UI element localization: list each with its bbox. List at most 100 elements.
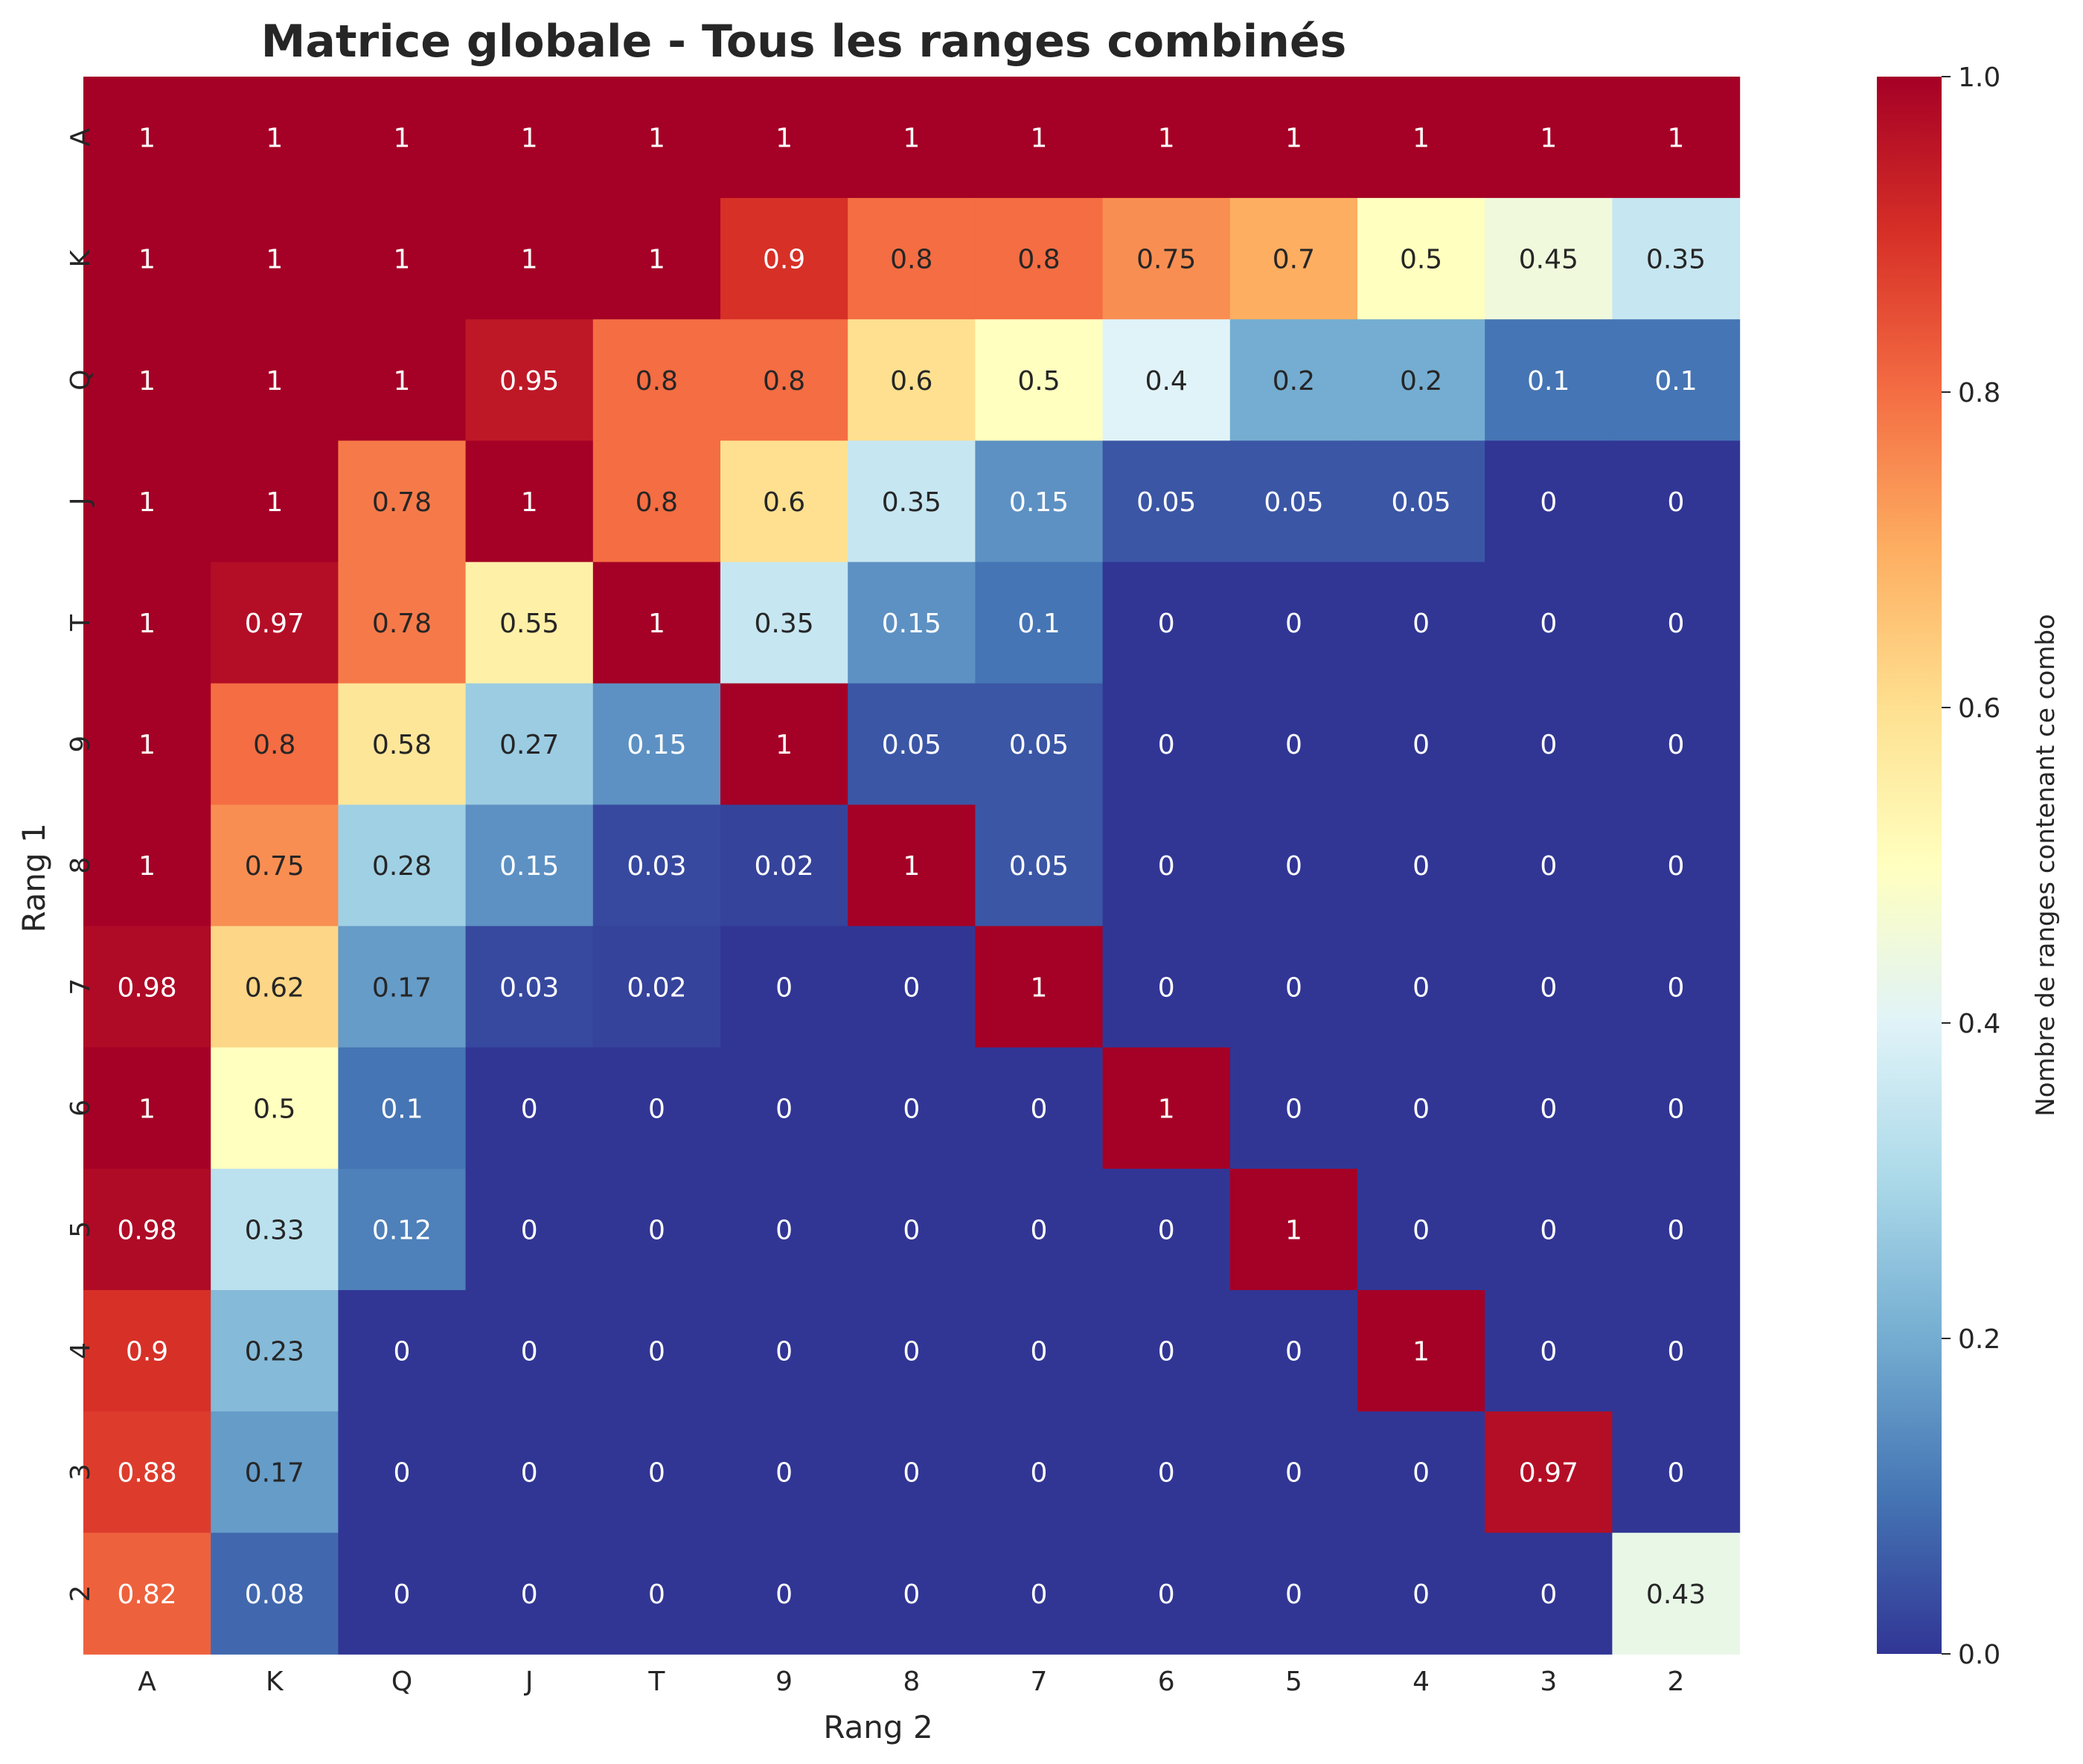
heatmap-cell (211, 319, 339, 441)
cell-value-label: 0 (648, 1337, 665, 1367)
cell-value-label: 1 (1668, 124, 1685, 154)
cell-value-label: 0.35 (755, 609, 814, 639)
heatmap-cell (592, 440, 721, 562)
heatmap-cell (1485, 1168, 1613, 1291)
colorbar-gradient (1877, 77, 1942, 1654)
cell-value-label: 0.15 (1009, 487, 1069, 518)
cell-value-label: 0.05 (1009, 851, 1069, 882)
cell-value-label: 1 (394, 245, 411, 275)
heatmap-cell (1102, 1533, 1231, 1655)
cell-value-label: 0.8 (763, 366, 805, 397)
cell-value-label: 1 (648, 245, 665, 275)
cell-value-label: 1 (648, 124, 665, 154)
cell-value-label: 0 (1158, 1337, 1175, 1367)
cell-value-label: 0 (1412, 609, 1430, 639)
cell-value-label: 0 (903, 1579, 920, 1610)
cell-value-label: 1 (138, 730, 156, 760)
cell-value-label: 0.88 (118, 1458, 177, 1489)
cell-value-label: 0.7 (1273, 245, 1315, 275)
colorbar-ticks: 0.0 0.2 0.4 0.6 0.8 1.0 (1942, 62, 2000, 1670)
heatmap-cell (1612, 926, 1741, 1048)
heatmap-cell (720, 926, 848, 1048)
cell-value-label: 1 (394, 124, 411, 154)
cell-value-label: 0 (775, 1458, 793, 1489)
cell-value-label: 0 (775, 1215, 793, 1245)
colorbar-label: Nombre de ranges contenant ce combo (2031, 614, 2061, 1116)
heatmap-cell (465, 683, 594, 806)
heatmap-cell (1357, 1168, 1485, 1291)
x-tick-label: 3 (1540, 1667, 1557, 1697)
cell-value-label: 1 (138, 124, 156, 154)
cell-value-label: 0 (1285, 851, 1302, 882)
heatmap-cell (975, 1168, 1104, 1291)
heatmap-cell (720, 77, 848, 199)
heatmap-cell (211, 1411, 339, 1533)
heatmap-cell (338, 77, 467, 199)
cell-value-label: 0 (903, 1215, 920, 1245)
heatmap-cell (211, 1290, 339, 1412)
cell-value-label: 1 (138, 487, 156, 518)
heatmap-cell (465, 1290, 594, 1412)
cell-value-label: 0 (1540, 609, 1557, 639)
heatmap-cell (211, 1047, 339, 1170)
heatmap-cell (83, 1533, 211, 1655)
heatmap-cell (83, 1168, 211, 1291)
cell-value-label: 1 (1412, 124, 1430, 154)
heatmap-cell (465, 1168, 594, 1291)
heatmap-cell (1102, 683, 1231, 806)
heatmap-cell (720, 1290, 848, 1412)
heatmap-cell (211, 198, 339, 320)
cell-value-label: 0.03 (499, 972, 559, 1003)
cell-value-label: 0 (1412, 851, 1430, 882)
cell-value-label: 0 (1158, 1215, 1175, 1245)
heatmap-cell (1102, 926, 1231, 1048)
cell-value-label: 0 (1412, 730, 1430, 760)
heatmap-cell (720, 198, 848, 320)
cell-value-label: 0.27 (499, 730, 559, 760)
heatmap-cell (1612, 198, 1741, 320)
cell-value-label: 1 (648, 609, 665, 639)
cell-value-label: 1 (521, 487, 538, 518)
x-tick-label: Q (391, 1667, 412, 1697)
heatmap-cell (592, 562, 721, 684)
heatmap-cell (592, 198, 721, 320)
heatmap-cell (1229, 1411, 1358, 1533)
cell-value-label: 1 (1158, 124, 1175, 154)
heatmap-cell (1612, 1290, 1741, 1412)
heatmap-cell (465, 926, 594, 1048)
cell-value-label: 0.98 (118, 972, 177, 1003)
heatmap-cell (1102, 1168, 1231, 1291)
cell-value-label: 0 (903, 972, 920, 1003)
heatmap-cell (848, 319, 976, 441)
heatmap-cell (975, 562, 1104, 684)
cell-value-label: 0.1 (1017, 609, 1060, 639)
heatmap-cell (1485, 440, 1613, 562)
heatmap-cell (83, 562, 211, 684)
cell-value-label: 0.9 (763, 245, 805, 275)
heatmap-cell (1485, 1411, 1613, 1533)
heatmap-cell (592, 77, 721, 199)
heatmap-cell (975, 1533, 1104, 1655)
heatmap-cell (83, 440, 211, 562)
cell-value-label: 0 (1668, 1215, 1685, 1245)
cell-value-label: 0.05 (1136, 487, 1196, 518)
cell-value-label: 1 (1285, 1215, 1302, 1245)
heatmap-cell (975, 1047, 1104, 1170)
cell-value-label: 0 (1412, 1579, 1430, 1610)
heatmap-cell (211, 440, 339, 562)
heatmap-cell (83, 804, 211, 927)
heatmap-cell (975, 1290, 1104, 1412)
cell-value-label: 1 (138, 609, 156, 639)
y-tick-label: 4 (65, 1342, 96, 1359)
cell-value-label: 0.43 (1646, 1579, 1706, 1610)
cell-value-label: 0 (1412, 1094, 1430, 1124)
heatmap-cell (1612, 319, 1741, 441)
cell-value-label: 0 (1668, 1094, 1685, 1124)
cell-value-label: 1 (138, 851, 156, 882)
cell-value-label: 0 (1540, 851, 1557, 882)
cell-value-label: 0.75 (245, 851, 304, 882)
colorbar-tick-label: 0.2 (1958, 1324, 2000, 1355)
heatmap-cell (1357, 804, 1485, 927)
heatmap-cell (83, 926, 211, 1048)
